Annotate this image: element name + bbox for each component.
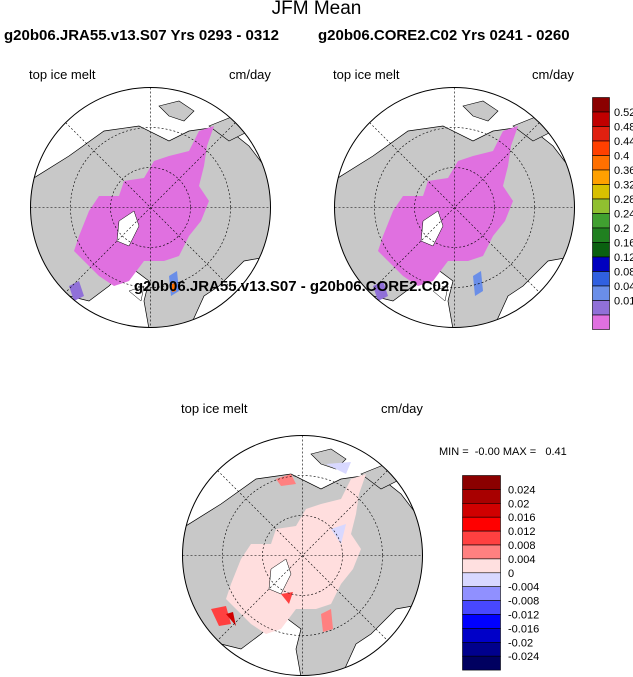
colorbar-difference-box [462,628,501,643]
colorbar-top-box [592,213,610,229]
panel-2-units-label: cm/day [532,67,574,82]
colorbar-top: 0.52 0.48 0.44 0.4 0.36 0.32 0.28 0.24 0.2 0.16 0.… [592,97,633,330]
colorbar-difference-tick-label: 0.004 [508,554,536,566]
colorbar-difference-tick-label: 0.012 [508,526,536,538]
colorbar-top-tick-label: 0.12 [614,252,633,264]
polar-map-difference [182,435,423,676]
colorbar-top-box [592,300,610,316]
colorbar-difference-box [462,502,501,518]
colorbar-top-tick-label: 0.44 [614,136,633,148]
colorbar-top-tick-label: 0.24 [614,209,633,221]
colorbar-difference-box [462,516,501,532]
colorbar-difference-tick-label: 0.02 [508,498,529,510]
colorbar-top-boxes [592,97,610,330]
colorbar-top-labels: 0.52 0.48 0.44 0.4 0.36 0.32 0.28 0.24 0.2 0.16 0.… [614,107,633,308]
difference-title: g20b06.JRA55.v13.S07 - g20b06.CORE2.C02 [134,278,450,295]
colorbar-top-tick-label: 0.32 [614,180,633,192]
colorbar-top-box [592,111,610,127]
colorbar-difference-box [462,558,501,574]
colorbar-difference-tick-label: -0.012 [508,610,539,622]
colorbar-difference-box [462,475,501,490]
colorbar-difference-box [462,614,501,629]
colorbar-top-box [592,97,610,113]
colorbar-top-tick-label: 0.16 [614,238,633,250]
colorbar-difference-box [462,600,501,615]
colorbar-top-box [592,271,610,287]
colorbar-top-box [592,285,610,301]
colorbar-top-box [592,256,610,272]
panel-1-units-label: cm/day [229,67,271,82]
colorbar-top-box [592,227,610,243]
panel-2-title: g20b06.CORE2.C02 Yrs 0241 - 0260 [318,27,570,44]
colorbar-top-box [592,169,610,185]
colorbar-difference: 0.024 0.02 0.016 0.012 0.008 0.004 0 -0.004 -0.0… [462,475,539,671]
colorbar-top-tick-label: 0.2 [614,223,629,235]
colorbar-top-tick-label: 0.04 [614,281,633,293]
colorbar-difference-box [462,489,501,504]
panel-1-variable-label: top ice melt [29,67,96,82]
diff-variable-label: top ice melt [181,401,248,416]
colorbar-difference-box [462,642,501,657]
colorbar-top-tick-label: 0.36 [614,165,633,177]
colorbar-difference-boxes [462,475,501,671]
colorbar-difference-tick-label: 0.024 [508,484,536,496]
panel-2-variable-label: top ice melt [333,67,400,82]
colorbar-top-tick-label: 0.48 [614,122,633,134]
min-max-label: MIN = -0.00 MAX = 0.41 [439,446,567,458]
polar-map-2 [334,87,575,328]
colorbar-difference-tick-label: -0.004 [508,582,539,594]
colorbar-top-tick-label: 0.4 [614,151,629,163]
colorbar-top-tick-label: 0.52 [614,107,633,119]
colorbar-difference-box [462,530,501,546]
colorbar-top-box [592,184,610,200]
diff-units-label: cm/day [381,401,423,416]
panel-1-title: g20b06.JRA55.v13.S07 Yrs 0293 - 0312 [4,27,279,44]
colorbar-difference-tick-label: -0.02 [508,637,533,649]
colorbar-top-box [592,314,610,330]
colorbar-difference-tick-label: -0.008 [508,596,539,608]
colorbar-top-tick-label: 0.01 [614,296,633,308]
colorbar-top-tick-label: 0.28 [614,194,633,206]
colorbar-top-box [592,242,610,258]
colorbar-top-box [592,198,610,214]
polar-map-1 [30,87,271,328]
colorbar-difference-tick-label: 0 [508,568,514,580]
colorbar-difference-labels: 0.024 0.02 0.016 0.012 0.008 0.004 0 -0.004 -0.0… [508,484,539,663]
colorbar-difference-box [462,586,501,601]
colorbar-difference-box [462,655,501,671]
colorbar-difference-tick-label: -0.024 [508,651,539,663]
colorbar-top-box [592,140,610,156]
colorbar-difference-box [462,544,501,560]
colorbar-difference-tick-label: 0.008 [508,540,536,552]
colorbar-top-tick-label: 0.08 [614,267,633,279]
colorbar-difference-tick-label: -0.016 [508,623,539,635]
colorbar-difference-box [462,572,501,588]
colorbar-top-box [592,126,610,142]
figure-title: JFM Mean [271,0,362,19]
colorbar-difference-tick-label: 0.016 [508,512,536,524]
colorbar-top-box [592,155,610,171]
